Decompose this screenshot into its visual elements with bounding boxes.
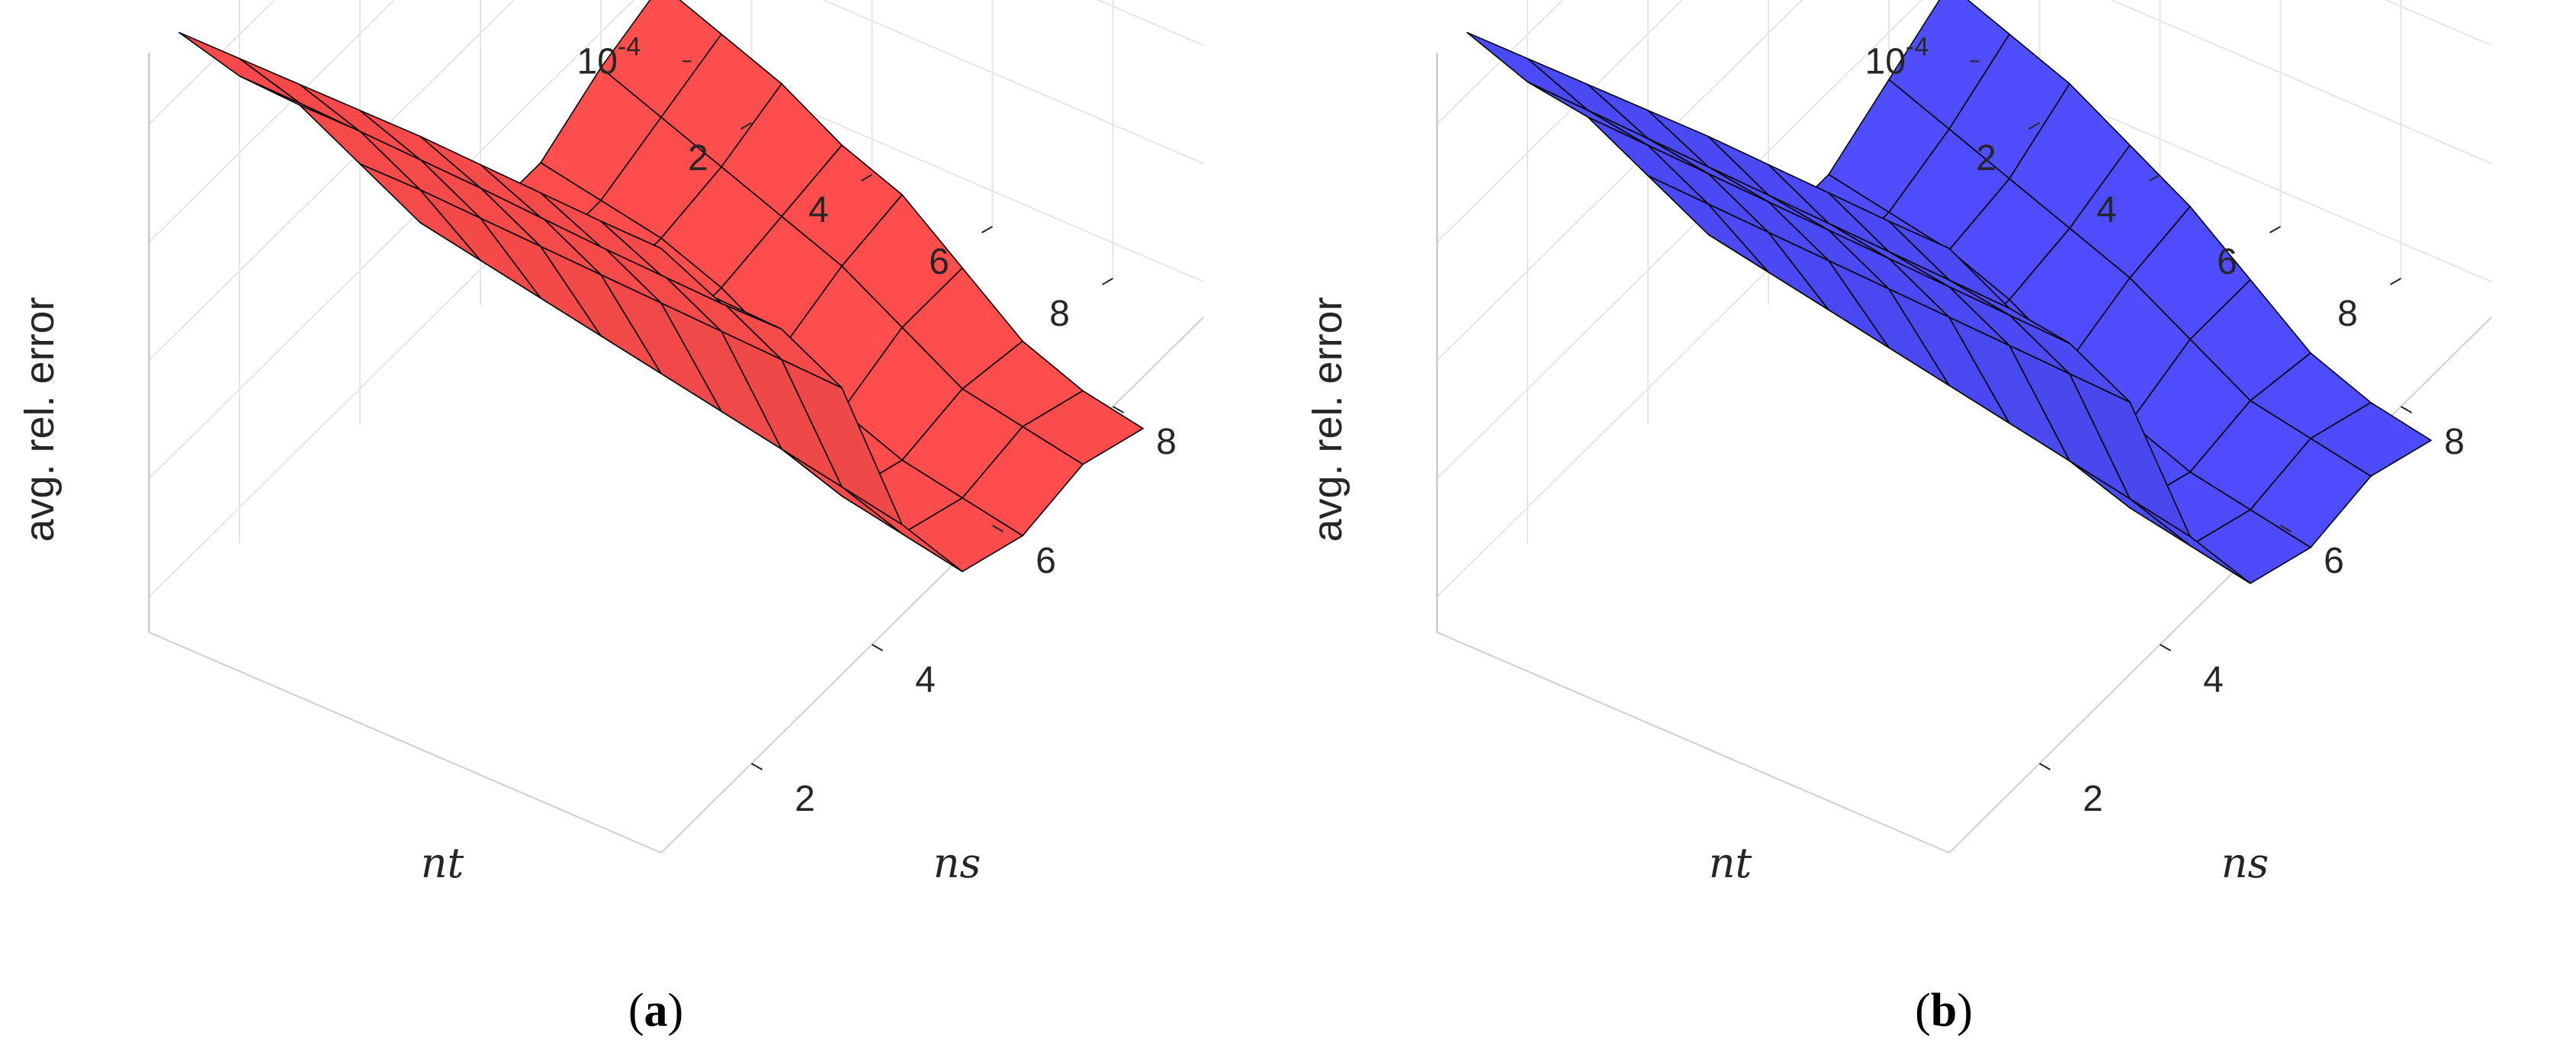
panel-caption: (a) bbox=[628, 985, 683, 1037]
ns-tick-mark bbox=[992, 525, 1004, 532]
ns-tick-mark bbox=[1113, 406, 1124, 413]
nt-tick-label: 6 bbox=[2217, 242, 2237, 282]
ns-tick-label: 8 bbox=[1156, 422, 1177, 462]
ns-tick-label: 2 bbox=[2083, 779, 2103, 819]
ns-axis-title: ns bbox=[2221, 839, 2269, 887]
nt-tick-mark bbox=[2028, 122, 2040, 130]
surface-mesh bbox=[178, 0, 1144, 573]
z-tick-exponent: -4 bbox=[1906, 32, 1929, 61]
ns-tick-mark bbox=[2039, 763, 2051, 770]
nt-tick-label: 4 bbox=[808, 190, 829, 230]
ns-axis-title: ns bbox=[933, 839, 981, 887]
ns-tick-mark bbox=[2280, 525, 2292, 532]
nt-tick-label: 8 bbox=[1049, 294, 1070, 334]
ns-tick-mark bbox=[872, 644, 883, 651]
ns-tick-label: 4 bbox=[2203, 660, 2224, 700]
surface-patch-nt7-ns0 bbox=[600, 220, 722, 304]
nt-tick-label: 2 bbox=[1976, 138, 1996, 178]
nt-tick-label: 6 bbox=[929, 242, 949, 282]
z-tick-base: 10 bbox=[577, 41, 618, 82]
ns-tick-label: 6 bbox=[1036, 541, 1056, 581]
z-axis-title: avg. rel. error bbox=[17, 297, 63, 542]
surface-mesh bbox=[1466, 0, 2432, 584]
ns-tick-label: 8 bbox=[2444, 422, 2465, 462]
gridline-z-back bbox=[2109, 0, 2492, 165]
gridline-z-back bbox=[1096, 0, 1204, 47]
nt-tick-mark bbox=[2269, 226, 2281, 233]
axis-labels: avg. rel. error nt ns (a) bbox=[17, 297, 981, 1037]
ns-tick-mark bbox=[2401, 406, 2412, 413]
gridline-z-back bbox=[2384, 0, 2492, 47]
z-tick-label: 10-4 bbox=[577, 32, 641, 82]
nt-tick-mark bbox=[861, 174, 872, 182]
nt-tick-mark bbox=[1102, 278, 1113, 285]
panel-letter: b bbox=[1931, 985, 1957, 1037]
surface-patch-nt1-ns0 bbox=[239, 57, 361, 132]
ns-tick-mark bbox=[751, 763, 763, 770]
ns-tick-label: 6 bbox=[2324, 541, 2344, 581]
z-tick-base: 10 bbox=[1865, 41, 1906, 82]
ns-tick-label: 2 bbox=[795, 779, 815, 819]
nt-axis-title: nt bbox=[1709, 839, 1752, 887]
nt-tick-label: 2 bbox=[688, 138, 708, 178]
nt-tick-label: 8 bbox=[2337, 294, 2358, 334]
nt-tick-mark bbox=[740, 122, 752, 130]
nt-tick-label: 4 bbox=[2096, 190, 2117, 230]
nt-axis-title: nt bbox=[421, 839, 464, 887]
axis-labels: avg. rel. error nt ns (b) bbox=[1305, 297, 2269, 1037]
nt-tick-mark bbox=[981, 226, 993, 233]
gridline-z-back bbox=[821, 0, 1204, 165]
panel-letter: a bbox=[644, 985, 668, 1037]
nt-tick-mark bbox=[2149, 174, 2160, 182]
ns-tick-mark bbox=[2160, 644, 2171, 651]
z-axis-title: avg. rel. error bbox=[1305, 297, 1351, 542]
panel-caption: (b) bbox=[1915, 985, 1973, 1037]
z-tick-exponent: -4 bbox=[618, 32, 641, 61]
surface-patch-nt7-ns0 bbox=[1888, 220, 2010, 309]
z-tick-label: 10-4 bbox=[1865, 32, 1929, 82]
ns-tick-label: 4 bbox=[915, 660, 936, 700]
surface-patch-nt1-ns0 bbox=[1527, 57, 1649, 140]
nt-tick-mark bbox=[2390, 278, 2401, 285]
